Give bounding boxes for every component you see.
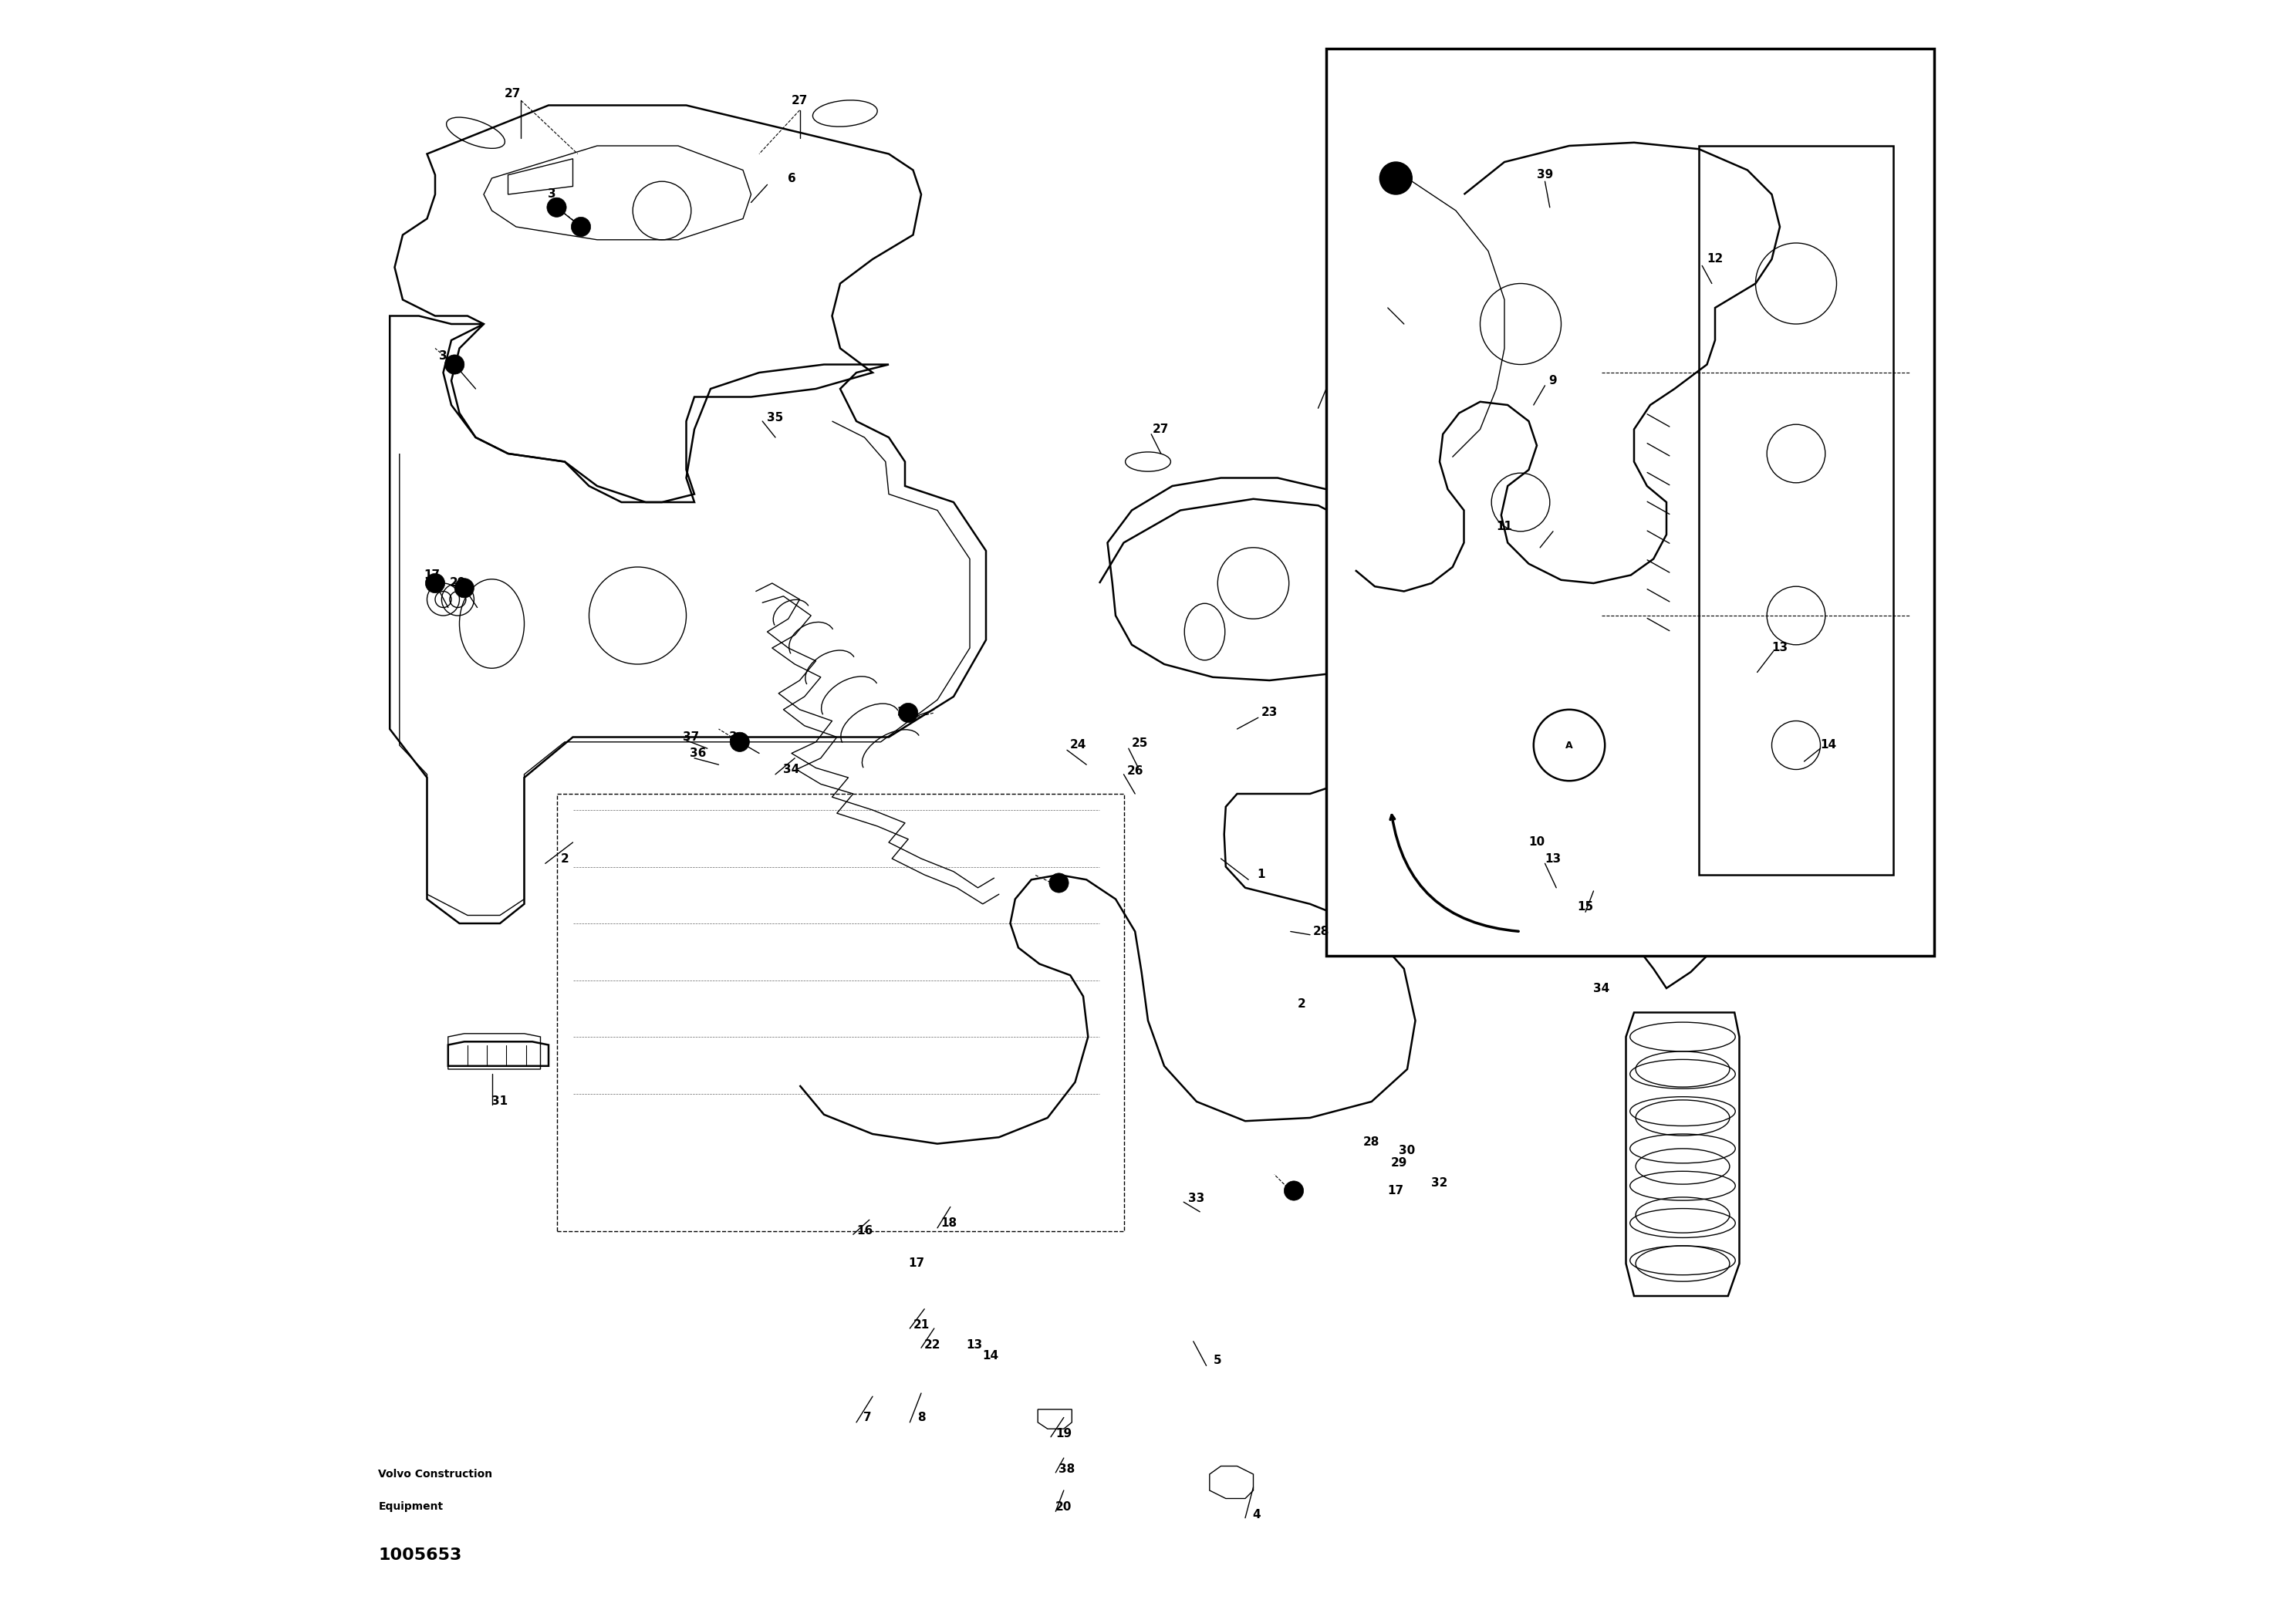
Text: 6: 6: [788, 172, 797, 185]
Bar: [556, 794, 1123, 1231]
Text: 27: 27: [1153, 423, 1169, 436]
Text: 30: 30: [1398, 1144, 1414, 1157]
Text: 28: 28: [1364, 1136, 1380, 1149]
Text: 3: 3: [1054, 876, 1063, 889]
Text: 10: 10: [1529, 836, 1545, 849]
Text: 2: 2: [1297, 998, 1306, 1011]
Circle shape: [445, 355, 464, 374]
Text: 13: 13: [1545, 852, 1561, 865]
Text: 3: 3: [549, 188, 556, 201]
Text: 18: 18: [941, 1217, 957, 1230]
Text: 20: 20: [1056, 1500, 1072, 1513]
Text: 29: 29: [1391, 1157, 1407, 1170]
Text: 36: 36: [689, 747, 705, 760]
Text: 9: 9: [1550, 374, 1557, 387]
Text: 24: 24: [1070, 739, 1086, 752]
Text: 12: 12: [1706, 253, 1724, 266]
Text: 1: 1: [1258, 868, 1265, 881]
Text: 4: 4: [1251, 1508, 1261, 1521]
Circle shape: [730, 732, 748, 752]
Circle shape: [572, 217, 590, 237]
Text: Equipment: Equipment: [379, 1502, 443, 1511]
Text: 39: 39: [1536, 168, 1552, 181]
Text: 28: 28: [1313, 925, 1329, 938]
Text: 3: 3: [898, 706, 907, 719]
Circle shape: [1380, 162, 1412, 194]
Text: 29: 29: [450, 577, 466, 590]
Text: 3: 3: [730, 731, 737, 744]
Text: 31: 31: [491, 1095, 507, 1108]
Text: 8: 8: [916, 1411, 925, 1424]
Text: 17: 17: [909, 1257, 925, 1270]
Text: 33: 33: [1189, 1192, 1205, 1205]
Text: 2: 2: [560, 852, 569, 865]
Text: 13: 13: [967, 1338, 983, 1351]
Text: 23: 23: [1261, 706, 1279, 719]
Circle shape: [425, 573, 445, 593]
Text: 34: 34: [783, 763, 799, 776]
Text: 38: 38: [1058, 1463, 1075, 1476]
Text: 27: 27: [792, 94, 808, 107]
Text: 21: 21: [914, 1319, 930, 1332]
Text: 19: 19: [1056, 1427, 1072, 1440]
Text: 5: 5: [1215, 1354, 1221, 1367]
Text: A: A: [1566, 740, 1573, 750]
Text: 22: 22: [925, 1338, 941, 1351]
Circle shape: [1283, 1181, 1304, 1200]
Text: 37: 37: [682, 731, 700, 744]
Text: 11: 11: [1497, 520, 1513, 533]
Text: 13: 13: [1773, 642, 1789, 654]
Circle shape: [455, 578, 473, 598]
Text: 14: 14: [1821, 739, 1837, 752]
Text: 3: 3: [439, 350, 448, 363]
Text: 17: 17: [425, 569, 441, 582]
Text: 35: 35: [767, 411, 783, 424]
Text: 26: 26: [1127, 765, 1143, 778]
Text: Volvo Construction: Volvo Construction: [379, 1469, 494, 1479]
Text: 17: 17: [1387, 1184, 1405, 1197]
Text: 16: 16: [856, 1225, 872, 1238]
Circle shape: [546, 198, 567, 217]
Bar: [1327, 49, 1933, 956]
Circle shape: [1049, 873, 1068, 893]
Text: 27: 27: [505, 87, 521, 100]
Text: 34: 34: [1593, 982, 1609, 995]
Text: 25: 25: [1132, 737, 1148, 750]
Text: 14: 14: [983, 1349, 999, 1362]
Circle shape: [898, 703, 918, 723]
Text: 1005653: 1005653: [379, 1547, 461, 1563]
Text: 7: 7: [863, 1411, 872, 1424]
Text: 15: 15: [1577, 901, 1593, 914]
Text: 32: 32: [1430, 1176, 1449, 1189]
Text: 3: 3: [1286, 1184, 1293, 1197]
